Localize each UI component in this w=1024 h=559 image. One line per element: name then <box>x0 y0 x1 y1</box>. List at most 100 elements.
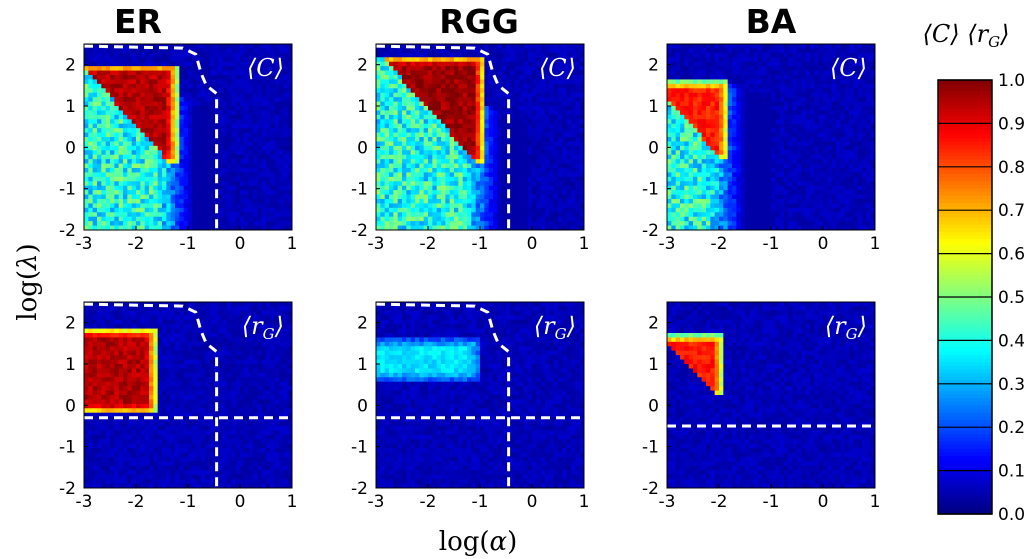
heatmap-cell <box>153 66 159 72</box>
heatmap-cell <box>467 83 472 89</box>
heatmap-cell <box>523 92 529 98</box>
heatmap-cell <box>723 101 729 107</box>
heatmap-cell <box>196 70 202 76</box>
heatmap-cell <box>175 61 180 67</box>
heatmap-cell <box>484 57 490 63</box>
heatmap-cell <box>257 88 263 94</box>
heatmap-cell <box>389 141 394 147</box>
heatmap-cell <box>192 199 198 204</box>
heatmap-cell <box>827 57 833 63</box>
heatmap-cell <box>797 114 802 120</box>
heatmap-cell <box>497 150 503 156</box>
heatmap-cell <box>484 141 490 147</box>
heatmap-cell <box>558 176 563 182</box>
heatmap-cell <box>488 114 494 120</box>
heatmap-cell <box>527 212 533 218</box>
heatmap-cell <box>745 123 750 129</box>
heatmap-cell <box>131 190 137 196</box>
heatmap-cell <box>771 48 776 54</box>
heatmap-cell <box>462 75 468 80</box>
heatmap-cell <box>532 159 537 165</box>
heatmap-cell <box>114 75 120 80</box>
heatmap-cell <box>532 83 537 89</box>
heatmap-cell <box>248 110 254 116</box>
heatmap-cell <box>218 145 224 151</box>
heatmap-cell <box>188 168 193 173</box>
heatmap-cell <box>575 110 581 116</box>
heatmap-cell <box>805 70 811 76</box>
heatmap-cell <box>680 114 685 120</box>
heatmap-cell <box>501 168 507 173</box>
heatmap-cell <box>222 145 228 151</box>
heatmap-cell <box>131 150 137 156</box>
heatmap-cell <box>823 83 828 89</box>
heatmap-cell <box>475 168 481 173</box>
heatmap-cell <box>266 66 271 72</box>
heatmap-cell <box>123 52 128 58</box>
heatmap-cell <box>514 168 520 173</box>
heatmap-cell <box>467 194 472 200</box>
heatmap-cell <box>810 106 815 111</box>
heatmap-cell <box>279 88 284 94</box>
heatmap-cell <box>114 194 120 200</box>
heatmap-cell <box>244 163 250 169</box>
heatmap-cell <box>510 119 516 125</box>
heatmap-cell <box>488 101 494 107</box>
heatmap-cell <box>732 66 737 72</box>
heatmap-cell <box>283 181 289 187</box>
heatmap-cell <box>170 185 176 191</box>
heatmap-cell <box>836 52 841 58</box>
heatmap-cell <box>131 97 137 103</box>
heatmap-cell <box>123 123 128 129</box>
heatmap-cell <box>84 132 89 138</box>
heatmap-cell <box>536 203 542 209</box>
heatmap-cell <box>797 83 802 89</box>
heatmap-cell <box>458 70 464 76</box>
heatmap-cell <box>510 163 516 169</box>
heatmap-cell <box>287 185 293 191</box>
heatmap-cell <box>384 128 390 134</box>
heatmap-cell <box>579 123 585 129</box>
heatmap-cell <box>545 52 550 58</box>
heatmap-cell <box>253 159 258 165</box>
heatmap-cell <box>497 75 503 80</box>
heatmap-cell <box>166 92 172 98</box>
heatmap-cell <box>675 97 681 103</box>
heatmap-cell <box>540 190 546 196</box>
heatmap-cell <box>836 123 841 129</box>
heatmap-cell <box>389 207 394 213</box>
heatmap-cell <box>810 44 815 49</box>
heatmap-cell <box>406 101 412 107</box>
heatmap-cell <box>458 79 464 85</box>
heatmap-cell <box>222 52 228 58</box>
heatmap-cell <box>397 154 403 160</box>
heatmap-cell <box>114 128 120 134</box>
heatmap-cell <box>380 168 386 173</box>
heatmap-cell <box>805 61 811 67</box>
heatmap-cell <box>389 92 394 98</box>
heatmap-cell <box>84 119 89 125</box>
heatmap-cell <box>97 110 102 116</box>
heatmap-cell <box>110 114 115 120</box>
heatmap-cell <box>140 110 146 116</box>
heatmap-cell <box>97 150 102 156</box>
heatmap-cell <box>432 88 438 94</box>
heatmap-cell <box>488 194 494 200</box>
heatmap-cell <box>406 181 412 187</box>
heatmap-cell <box>192 61 198 67</box>
heatmap-cell <box>493 52 498 58</box>
heatmap-cell <box>279 83 284 89</box>
heatmap-cell <box>393 48 399 54</box>
heatmap-cell <box>870 79 876 85</box>
heatmap-cell <box>527 181 533 187</box>
heatmap-cell <box>253 185 258 191</box>
heatmap-cell <box>240 207 245 213</box>
heatmap-cell <box>140 168 146 173</box>
heatmap-cell <box>831 83 837 89</box>
heatmap-cell <box>222 123 228 129</box>
heatmap-cell <box>274 194 280 200</box>
heatmap-cell <box>836 57 841 63</box>
heatmap-cell <box>540 106 546 111</box>
heatmap-cell <box>571 79 576 85</box>
heatmap-cell <box>514 154 520 160</box>
